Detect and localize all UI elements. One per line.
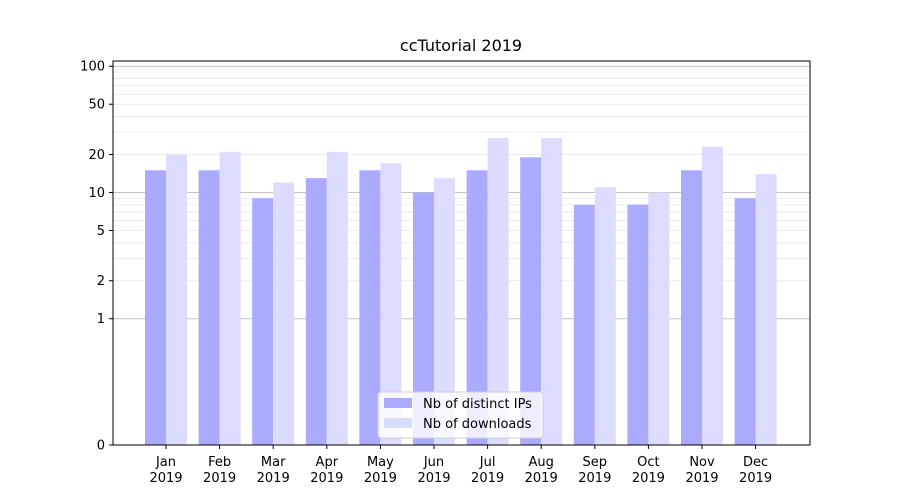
bar-downloads: [755, 174, 777, 445]
bar-downloads: [434, 178, 455, 446]
bar-distinct-ips: [520, 157, 542, 445]
bar-downloads: [541, 138, 563, 445]
bar-distinct-ips: [305, 178, 327, 446]
x-tick-label-month: Dec: [743, 455, 768, 470]
legend-label: Nb of distinct IPs: [423, 397, 532, 412]
legend: Nb of distinct IPs Nb of downloads: [377, 391, 544, 439]
bar-distinct-ips: [413, 192, 434, 445]
x-tick-label-year: 2019: [578, 471, 611, 486]
y-tick-label: 0: [97, 439, 105, 454]
y-tick-label: 1: [97, 312, 105, 327]
legend-swatch: [384, 398, 412, 408]
x-tick-label-month: Oct: [637, 455, 659, 470]
x-tick-label-month: Feb: [208, 455, 231, 470]
bar-distinct-ips: [145, 170, 166, 445]
y-tick-label: 5: [97, 224, 105, 239]
x-tick-label-year: 2019: [739, 471, 772, 486]
plot-frame: [112, 60, 811, 446]
bar-distinct-ips: [734, 198, 756, 445]
x-tick-label-month: May: [367, 455, 394, 470]
x-tick-label-year: 2019: [471, 471, 504, 486]
bars-layer: [145, 138, 777, 446]
bar-distinct-ips: [198, 170, 220, 445]
x-tick-label-month: Mar: [261, 455, 286, 470]
x-tick-label-year: 2019: [685, 471, 718, 486]
y-tick-label: 20: [88, 148, 105, 163]
y-tick-label: 50: [88, 98, 105, 113]
x-tick-label-month: Jan: [155, 455, 176, 470]
x-tick-label-year: 2019: [310, 471, 343, 486]
x-tick-label-year: 2019: [149, 471, 182, 486]
bar-downloads: [702, 146, 723, 445]
bar-downloads: [594, 187, 616, 446]
bar-downloads: [326, 151, 348, 445]
x-tick-label-year: 2019: [632, 471, 665, 486]
bar-distinct-ips: [252, 198, 274, 445]
bar-distinct-ips: [627, 204, 649, 445]
bar-downloads: [487, 138, 509, 445]
legend-label: Nb of downloads: [423, 417, 532, 432]
bar-distinct-ips: [359, 170, 381, 445]
x-tick-label-year: 2019: [364, 471, 397, 486]
bar-downloads: [219, 151, 241, 445]
bar-distinct-ips: [573, 204, 595, 445]
x-tick-label-month: Nov: [689, 455, 715, 470]
legend-swatch: [384, 418, 412, 428]
bar-downloads: [273, 182, 295, 445]
bar-downloads: [648, 192, 670, 445]
x-tick-label-year: 2019: [257, 471, 290, 486]
legend-box: [377, 391, 544, 439]
axes-layer: Jan2019Feb2019Mar2019Apr2019May2019Jun20…: [80, 60, 811, 486]
x-tick-label-month: Aug: [529, 455, 554, 470]
y-tick-label: 10: [88, 186, 105, 201]
y-tick-label: 100: [80, 60, 105, 75]
x-tick-label-month: Sep: [583, 455, 608, 470]
x-tick-label-month: Apr: [316, 455, 339, 470]
bar-downloads: [166, 154, 187, 445]
x-tick-label-month: Jul: [479, 455, 496, 470]
chart-title: ccTutorial 2019: [400, 36, 522, 55]
x-tick-label-year: 2019: [525, 471, 558, 486]
x-tick-label-year: 2019: [417, 471, 450, 486]
bar-downloads: [380, 163, 402, 445]
y-tick-label: 2: [97, 274, 105, 289]
x-tick-label-month: Jun: [423, 455, 444, 470]
x-tick-label-year: 2019: [203, 471, 236, 486]
bar-distinct-ips: [681, 170, 702, 445]
bar-distinct-ips: [466, 170, 488, 445]
